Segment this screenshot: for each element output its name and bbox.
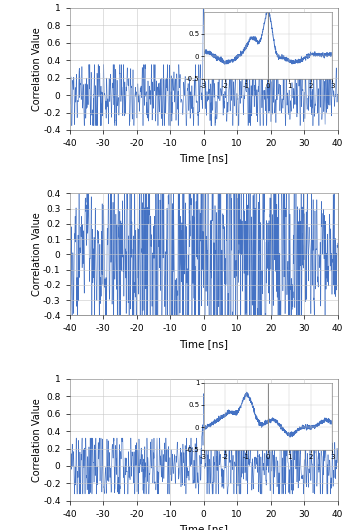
X-axis label: Time [ns]: Time [ns] [179,524,228,530]
X-axis label: Time [ns]: Time [ns] [179,154,228,164]
Y-axis label: Correlation Value: Correlation Value [32,27,42,111]
Y-axis label: Correlation Value: Correlation Value [32,398,42,482]
X-axis label: Time [ns]: Time [ns] [179,339,228,349]
Y-axis label: Correlation Value: Correlation Value [32,213,41,296]
